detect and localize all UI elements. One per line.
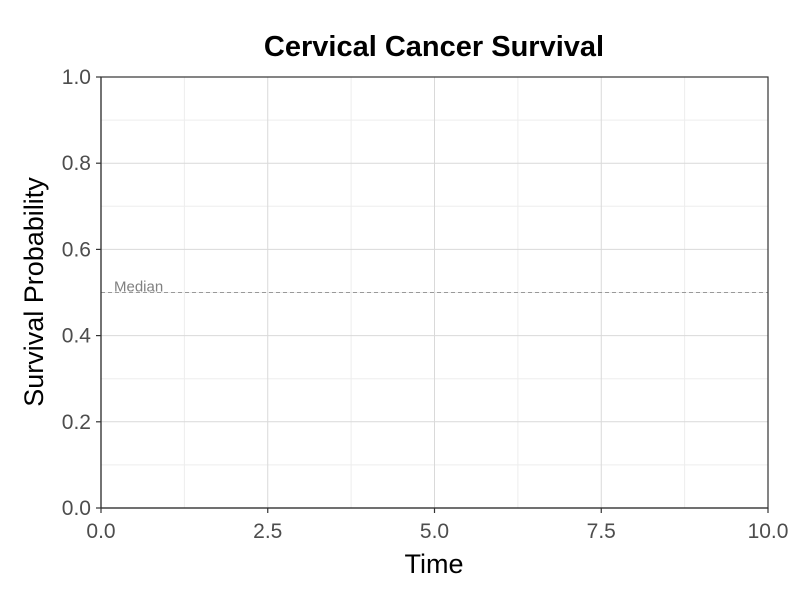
y-tick-label: 0.8 xyxy=(62,152,91,175)
chart-title: Cervical Cancer Survival xyxy=(264,31,604,63)
y-tick-label: 1.0 xyxy=(62,66,91,89)
y-tick-label: 0.2 xyxy=(62,411,91,434)
x-axis-ticks: 0.0 2.5 5.0 7.5 10.0 xyxy=(86,508,788,543)
y-axis-ticks: 0.0 0.2 0.4 0.6 0.8 1.0 xyxy=(62,66,101,520)
y-tick-label: 0.4 xyxy=(62,325,92,348)
x-axis-title: Time xyxy=(405,549,464,579)
x-tick-label: 5.0 xyxy=(420,520,449,543)
y-tick-label: 0.6 xyxy=(62,238,91,261)
x-tick-label: 10.0 xyxy=(748,520,789,543)
y-axis-title: Survival Probability xyxy=(19,177,49,407)
x-tick-label: 2.5 xyxy=(253,520,282,543)
x-tick-label: 0.0 xyxy=(86,520,115,543)
median-label: Median xyxy=(114,279,163,296)
reference-lines: Median xyxy=(101,279,768,296)
y-tick-label: 0.0 xyxy=(62,497,91,520)
x-tick-label: 7.5 xyxy=(587,520,616,543)
